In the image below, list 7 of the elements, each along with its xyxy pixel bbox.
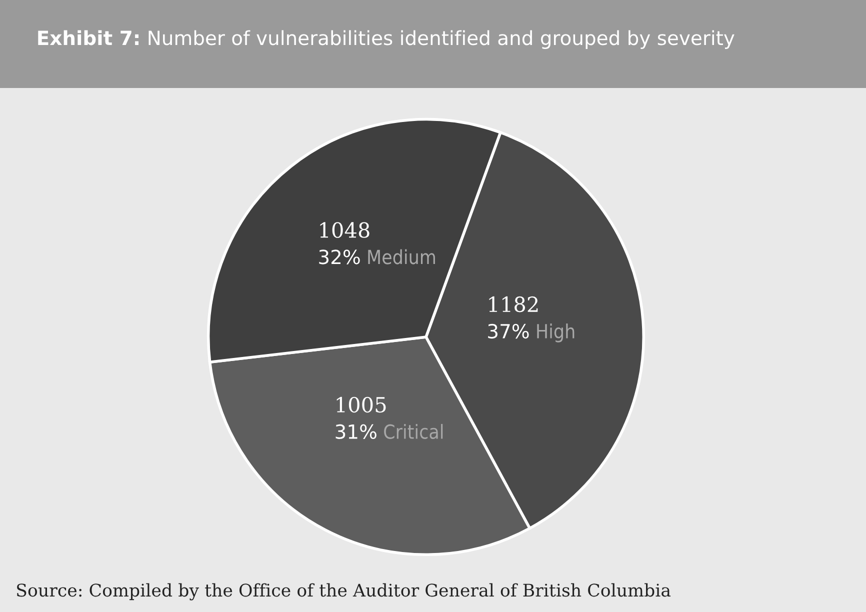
chart-title: Exhibit 7: Number of vulnerabilities identified and grouped by severity <box>38 30 734 50</box>
data-label: 1182 37% <box>488 296 538 339</box>
slice-label: Critical <box>384 424 443 439</box>
data-label: 1048 32% <box>319 222 370 264</box>
slice-label: Medium <box>368 249 435 264</box>
slice-label: High <box>537 324 574 342</box>
source-note: Source: Compiled by the Office of the Auditor General of British Columbia <box>17 583 671 600</box>
